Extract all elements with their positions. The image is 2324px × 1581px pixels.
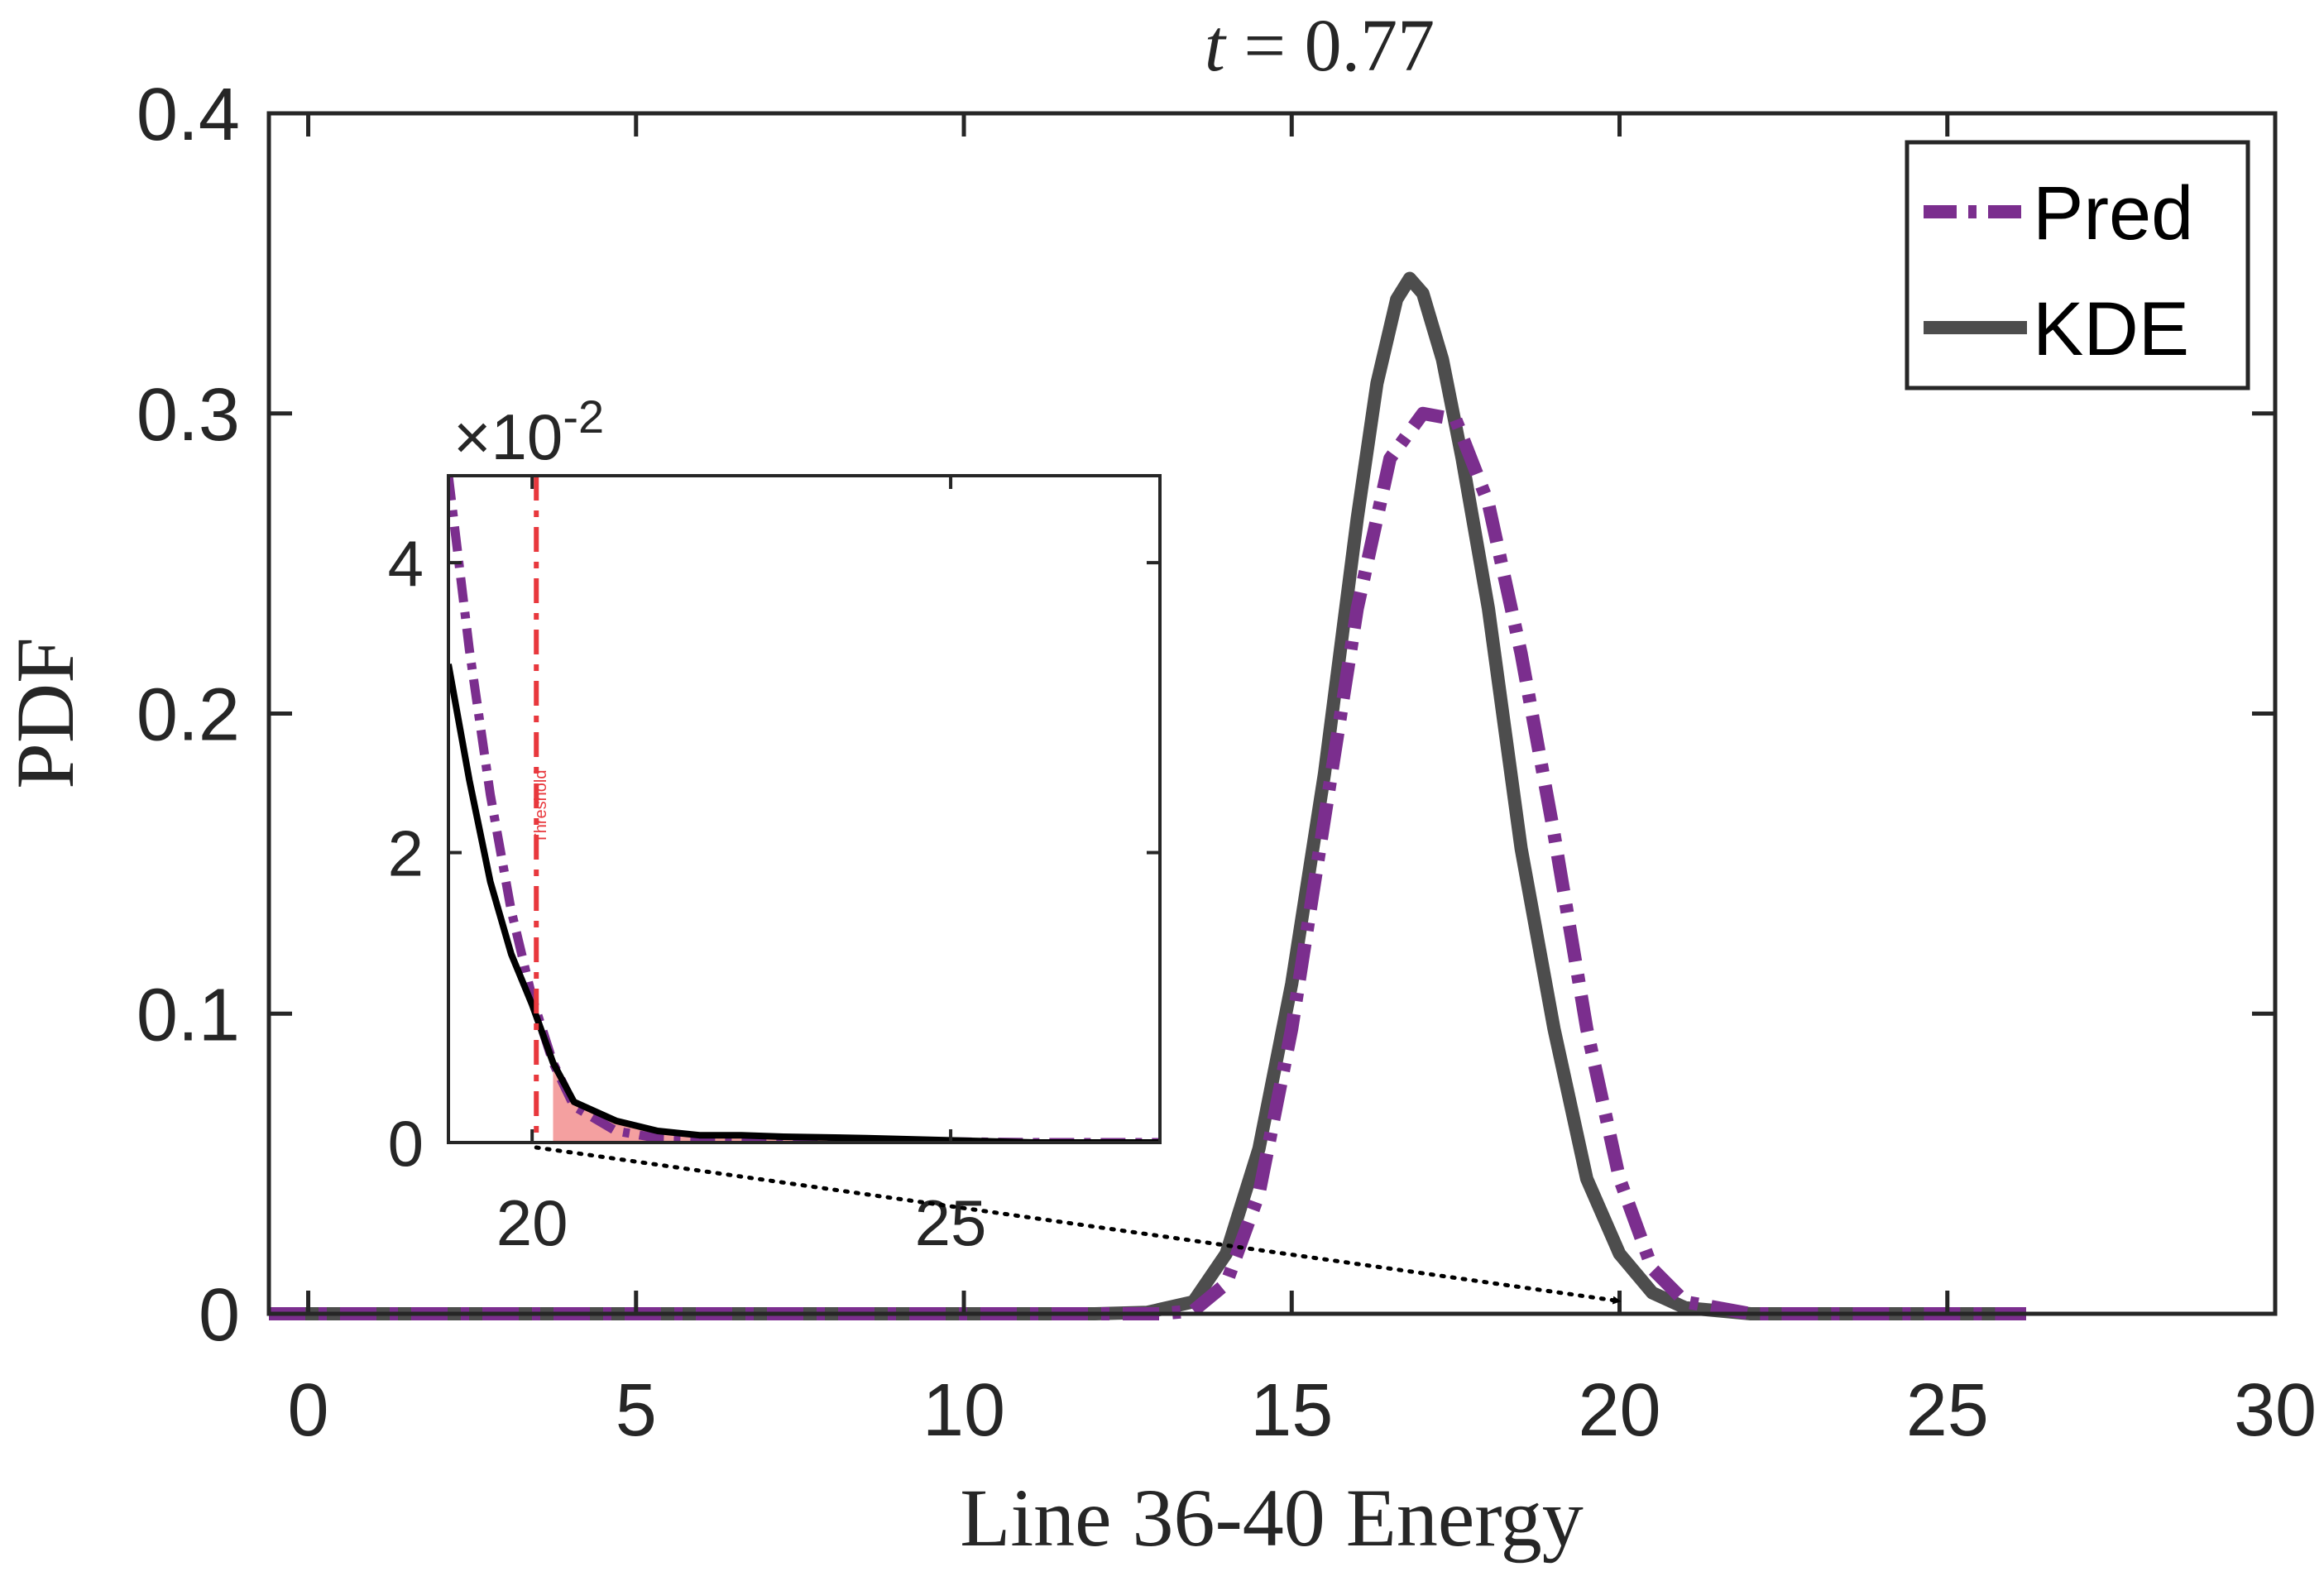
- x-axis-label: Line 36-40 Energy: [960, 1472, 1584, 1564]
- legend-label-kde: KDE: [2033, 287, 2189, 371]
- y-tick-label: 0: [199, 1274, 240, 1357]
- threshold-exceedance-area: [553, 1062, 1160, 1143]
- inset-y-tick-label: 0: [388, 1107, 424, 1180]
- inset-y-tick-label: 2: [388, 817, 424, 890]
- x-tick-label: 5: [616, 1369, 657, 1452]
- legend: Pred KDE: [1905, 140, 2250, 390]
- zoom-arrow: [534, 1145, 1622, 1305]
- inset-ticks: 20 25 0 2 4: [388, 476, 1160, 1259]
- inset-frame: [447, 474, 1162, 1144]
- inset-exponent-power: -2: [563, 390, 604, 443]
- x-tick-label: 15: [1250, 1369, 1333, 1452]
- x-tick-label: 20: [1578, 1369, 1660, 1452]
- inset-background: [448, 476, 1160, 1143]
- y-tick-label: 0.3: [137, 374, 240, 457]
- threshold-label: Threshold: [532, 770, 550, 844]
- inset-exponent-label: ×10-2: [453, 390, 604, 473]
- x-tick-label: 25: [1906, 1369, 1989, 1452]
- inset-series-line-kde: [448, 664, 1160, 1143]
- series-line-kde: [269, 271, 2026, 1320]
- chart-title: t = 0.77: [1205, 5, 1435, 87]
- series-line-pred: [269, 406, 2026, 1320]
- x-tick-label: 30: [2234, 1369, 2317, 1452]
- y-tick-label: 0.4: [137, 74, 240, 156]
- main-series-group: [269, 271, 2026, 1320]
- y-tick-label: 0.1: [137, 974, 240, 1056]
- legend-label-pred: Pred: [2033, 171, 2193, 256]
- y-axis-label: PDF: [0, 637, 91, 788]
- y-tick-label: 0.2: [137, 674, 240, 757]
- x-tick-label: 10: [922, 1369, 1005, 1452]
- inset-y-tick-label: 4: [388, 527, 424, 600]
- inset-x-tick-label: 25: [915, 1186, 987, 1259]
- title-value: = 0.77: [1225, 5, 1435, 87]
- inset-x-tick-label: 20: [496, 1186, 568, 1259]
- title-variable: t: [1205, 5, 1227, 87]
- x-tick-label: 0: [288, 1369, 329, 1452]
- legend-box: [1905, 140, 2250, 390]
